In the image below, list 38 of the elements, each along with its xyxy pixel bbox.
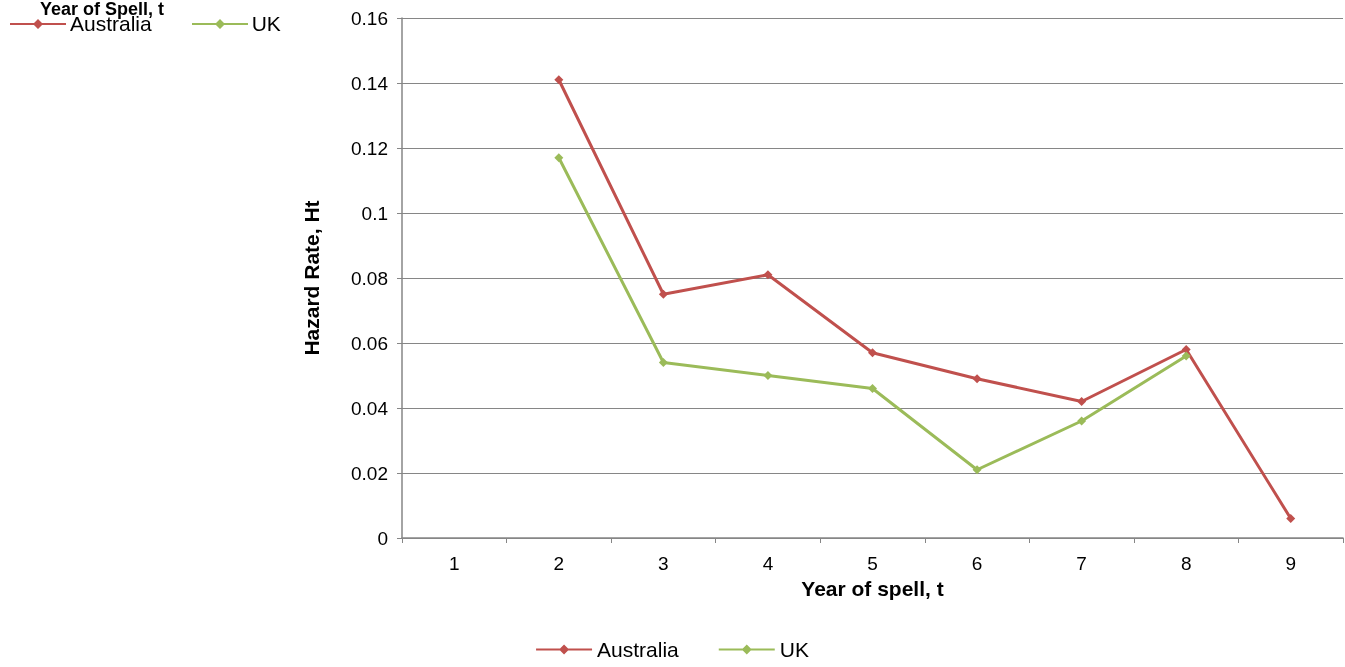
y-axis-title: Hazard Rate, Ht bbox=[300, 200, 323, 356]
y-tick-label: 0.02 bbox=[351, 462, 388, 484]
y-tick-label: 0.06 bbox=[351, 332, 388, 354]
y-tick-label: 0.16 bbox=[351, 7, 388, 29]
x-tick-label: 8 bbox=[1180, 553, 1192, 574]
point bbox=[658, 358, 668, 367]
legend-label: UK bbox=[779, 638, 809, 661]
x-tick-label: 6 bbox=[971, 553, 983, 574]
point bbox=[554, 75, 564, 85]
y-tick-label: 0.1 bbox=[361, 202, 388, 224]
x-tick-label: 9 bbox=[1285, 553, 1297, 574]
point bbox=[868, 384, 877, 393]
point bbox=[972, 465, 982, 475]
point bbox=[1077, 397, 1087, 406]
point bbox=[868, 348, 877, 358]
x-tick-label: 3 bbox=[658, 553, 669, 574]
point bbox=[1181, 351, 1191, 361]
legend-label: Australia bbox=[597, 638, 680, 661]
y-tick-label: 0 bbox=[377, 527, 388, 549]
point bbox=[1077, 416, 1087, 426]
x-tick-label: 4 bbox=[762, 553, 774, 574]
x-tick-label: 5 bbox=[867, 553, 878, 574]
point bbox=[1181, 345, 1191, 354]
point bbox=[658, 289, 668, 299]
point bbox=[763, 270, 773, 280]
x-tick-label: 7 bbox=[1076, 553, 1087, 574]
point bbox=[554, 153, 564, 163]
x-tick-label: 1 bbox=[448, 553, 460, 574]
y-tick-label: 0.12 bbox=[351, 137, 388, 159]
point bbox=[972, 374, 982, 384]
text: UK bbox=[251, 12, 281, 35]
x-tick-label: 2 bbox=[553, 553, 565, 574]
y-tick-label: 0.14 bbox=[351, 72, 389, 94]
x-axis-title: Year of spell, t bbox=[801, 577, 944, 600]
point bbox=[763, 371, 773, 380]
point bbox=[1286, 514, 1296, 523]
y-tick-label: 0.04 bbox=[351, 397, 389, 419]
y-tick-label: 0.08 bbox=[351, 267, 388, 289]
